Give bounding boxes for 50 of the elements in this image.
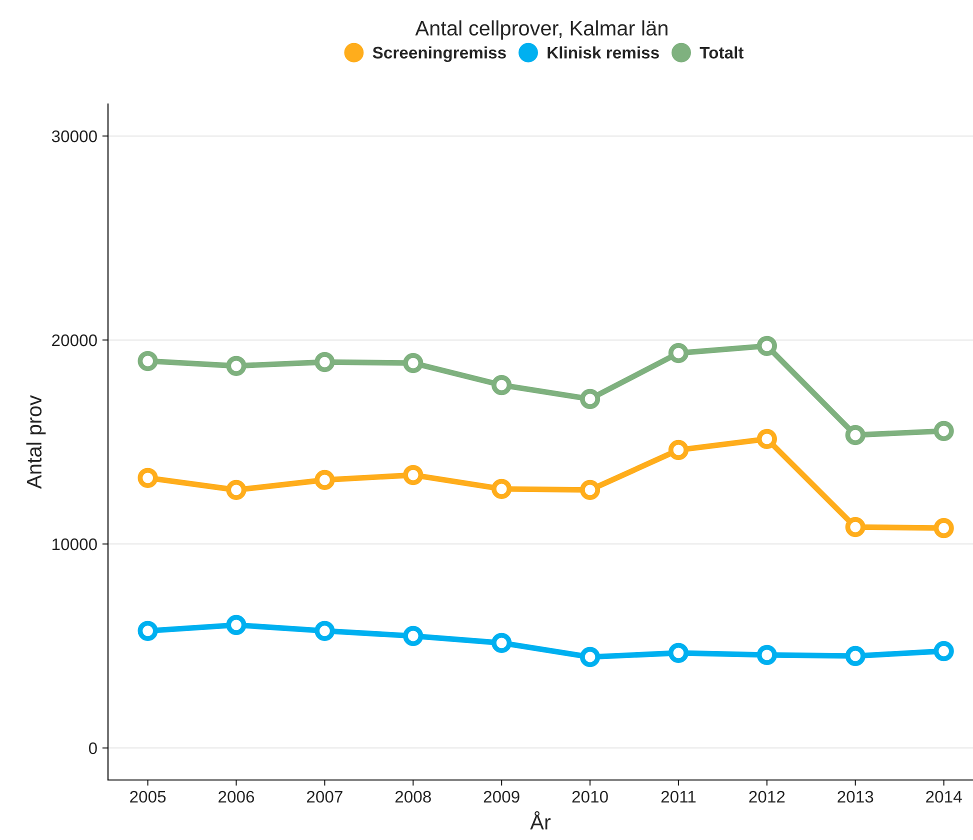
point <box>492 632 512 653</box>
point <box>668 342 689 364</box>
point <box>403 464 424 486</box>
point <box>756 336 777 356</box>
point <box>314 352 335 372</box>
x-tick-label: 2013 <box>838 790 874 803</box>
point <box>314 470 335 490</box>
y-tick-label: 0 <box>88 742 97 754</box>
chart-title: Antal cellprover, Kalmar län <box>415 20 668 40</box>
x-tick-label: 2006 <box>218 790 254 803</box>
point <box>756 428 777 450</box>
point <box>668 642 689 663</box>
legend-label: Totalt <box>700 46 744 59</box>
point <box>934 518 954 538</box>
y-tick-label: 20000 <box>52 334 97 346</box>
x-tick-label: 2009 <box>484 790 520 803</box>
point <box>492 478 512 499</box>
x-tick-label: 2011 <box>661 790 696 803</box>
point <box>845 646 866 666</box>
point <box>492 375 512 396</box>
point <box>138 350 158 372</box>
point <box>138 468 158 488</box>
point <box>138 620 158 641</box>
point <box>845 516 866 538</box>
y-tick-label: 30000 <box>52 130 97 142</box>
legend-label: Screeningremiss <box>372 46 506 62</box>
point <box>403 352 424 374</box>
point <box>580 388 600 410</box>
point <box>668 440 689 460</box>
point <box>580 480 600 500</box>
point <box>756 644 777 666</box>
point <box>403 626 424 646</box>
point <box>580 646 600 668</box>
point <box>934 420 954 442</box>
point <box>845 424 866 446</box>
point <box>226 480 246 500</box>
x-tick-label: 2014 <box>926 790 962 803</box>
y-axis-title: Antal prov <box>26 395 46 489</box>
x-axis-title: År <box>530 811 551 830</box>
point <box>226 356 246 376</box>
x-tick-label: 2012 <box>749 790 785 803</box>
x-tick-label: 2007 <box>306 790 342 803</box>
point <box>314 620 335 641</box>
x-tick-label: 2008 <box>395 790 431 803</box>
legend-label: Klinisk remiss <box>548 46 659 59</box>
point <box>934 641 954 662</box>
x-tick-label: 2010 <box>572 790 608 803</box>
point <box>226 614 246 636</box>
y-tick-label: 10000 <box>52 538 97 550</box>
x-tick-label: 2005 <box>130 790 166 803</box>
